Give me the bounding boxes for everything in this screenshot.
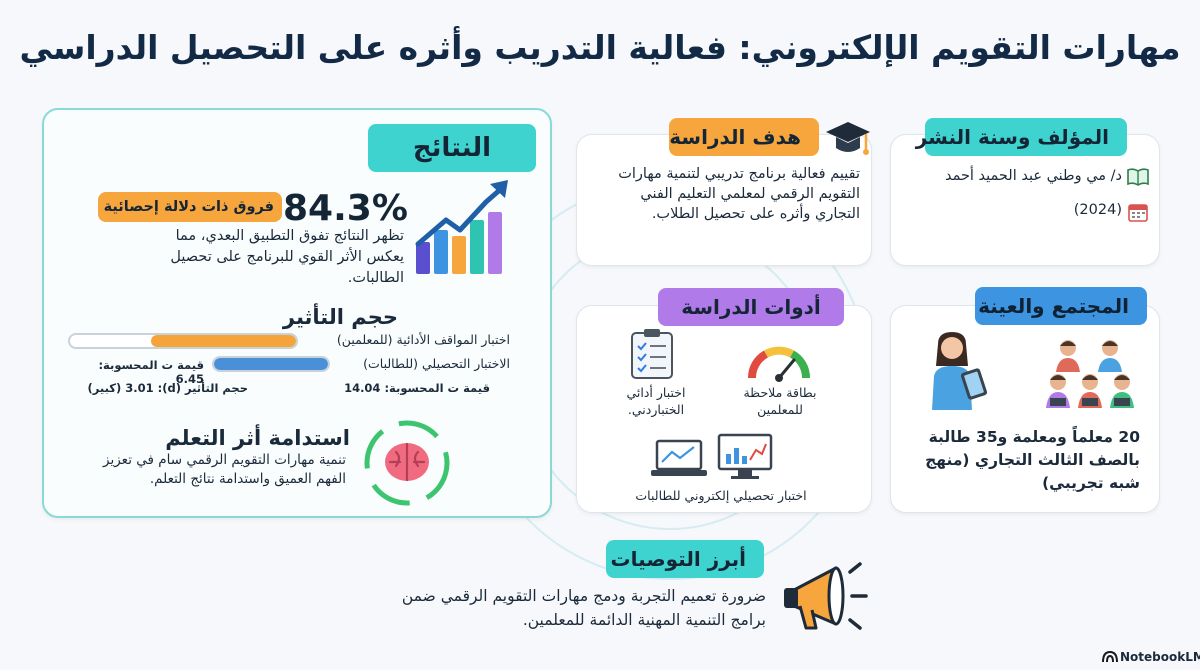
effect-bar-track (212, 356, 330, 372)
gauge-meter-icon (747, 346, 811, 382)
tool-performance-test: اختبار أدائي الختباردني. (626, 385, 686, 417)
population-heading: المجتمع والعينة (975, 287, 1147, 325)
laptop-chart-icon (651, 439, 707, 476)
book-icon (1127, 168, 1149, 186)
author-name: د/ مي وطني عبد الحميد أحمد (944, 168, 1122, 184)
effect-bar-label: الاختبار التحصيلي (للطالبات) (363, 356, 510, 371)
effect-size-heading: حجم التأثير (282, 305, 398, 329)
notebooklm-logo-icon (1102, 651, 1118, 663)
page-title: مهارات التقويم الإلكتروني: فعالية التدري… (19, 28, 1181, 67)
recommendations-heading: أبرز التوصيات (606, 540, 764, 578)
t-value-1: قيمة ت المحسوبة: 6.45 (98, 358, 204, 386)
publication-year: (2024) (1073, 202, 1122, 218)
significance-label: فروق ذات دلالة إحصائية (98, 192, 282, 222)
tool-observation-card: بطاقة ملاحظة للمعلمين (743, 385, 817, 417)
sustain-text: تنمية مهارات التقويم الرقمي سام في تعزيز… (103, 452, 346, 487)
bar-chart-growth-icon (415, 180, 508, 274)
effect-size-value: حجم التأثير (d): 3.01 (كبير) (87, 381, 248, 395)
effect-bar-fill (151, 335, 296, 347)
calendar-icon (1128, 204, 1148, 222)
graduation-cap-icon (826, 122, 870, 155)
clipboard-checklist-icon (631, 329, 673, 379)
teacher-with-tablet-icon (932, 332, 988, 410)
significance-text: تظهر النتائج تفوق التطبيق البعدي، مما يع… (170, 228, 404, 286)
objective-text: تقييم فعالية برنامج تدريبي لتنمية مهارات… (618, 166, 860, 222)
objective-card (576, 134, 872, 266)
results-card (42, 108, 552, 518)
objective-heading: هدف الدراسة (669, 118, 819, 156)
tools-card (576, 305, 872, 513)
population-text: 20 معلماً ومعلمة و35 طالبة بالصف الثالث … (925, 428, 1140, 492)
students-group-icon (1046, 340, 1134, 408)
brain-cycle-icon (364, 420, 450, 506)
effect-bar-track (68, 333, 298, 349)
tool-electronic-test: اختبار تحصيلي إلكتروني للطالبات (635, 488, 807, 503)
author-heading: المؤلف وسنة النشر (916, 118, 1127, 156)
recommendations-text: ضرورة تعميم التجربة ودمج مهارات التقويم … (401, 587, 766, 629)
monitor-chart-icon (717, 433, 773, 479)
results-heading: النتائج (368, 124, 536, 172)
branding-label: NotebookLM (1120, 650, 1200, 664)
effect-bar-fill (214, 358, 328, 370)
big-percent: 84.3% (283, 188, 408, 229)
tools-heading: أدوات الدراسة (658, 288, 844, 326)
effect-bar-label: اختبار المواقف الأدائية (للمعلمين) (336, 332, 510, 347)
t-value-2: قيمة ت المحسوبة: 14.04 (344, 381, 490, 395)
sustain-heading: استدامة أثر التعلم (165, 426, 350, 450)
megaphone-icon (784, 562, 868, 630)
